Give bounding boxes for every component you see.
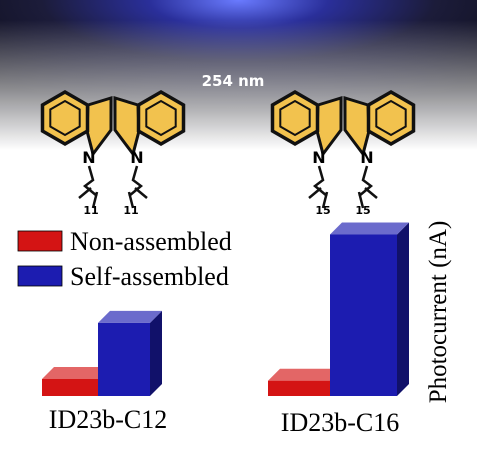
benzene-ring	[270, 89, 320, 147]
inner-ring	[145, 99, 177, 137]
bar-front	[42, 379, 98, 396]
atom-label: N	[360, 148, 373, 167]
bar-top	[98, 310, 162, 323]
legend-swatch	[17, 230, 63, 252]
x-tick-label: ID23b-C12	[49, 405, 167, 434]
legend-swatch	[17, 265, 63, 287]
atom-label: N	[82, 148, 95, 167]
alkyl-chain	[308, 165, 329, 209]
atom-label: N	[312, 148, 325, 167]
bar-side	[150, 310, 162, 396]
bar-front	[268, 380, 330, 396]
chain-label: 11	[123, 204, 138, 217]
bar-top	[268, 368, 342, 381]
chain-label: 15	[315, 204, 330, 217]
chain-label: 15	[355, 204, 370, 217]
benzene-ring	[366, 89, 416, 147]
atom-label: N	[130, 148, 143, 167]
inner-ring	[49, 99, 81, 137]
inner-ring	[375, 99, 407, 137]
bar	[98, 310, 162, 396]
legend-label: Non-assembled	[70, 227, 232, 256]
bar-top	[330, 222, 409, 235]
legend-label: Self-assembled	[70, 262, 229, 291]
bar-front	[98, 322, 150, 396]
bar-front	[330, 234, 397, 396]
inner-ring	[279, 99, 311, 137]
benzene-ring	[136, 89, 186, 147]
bar-top	[42, 367, 110, 379]
alkyl-chain	[127, 165, 148, 209]
bar-side	[397, 222, 409, 396]
chain-label: 11	[83, 204, 98, 217]
bar	[330, 222, 409, 396]
x-tick-label: ID23b-C16	[281, 408, 399, 437]
alkyl-chain	[357, 165, 378, 209]
y-axis-label: Photocurrent (nA)	[425, 221, 452, 404]
wavelength-label: 254 nm	[202, 72, 265, 90]
benzene-ring	[40, 89, 90, 147]
alkyl-chain	[78, 165, 99, 209]
